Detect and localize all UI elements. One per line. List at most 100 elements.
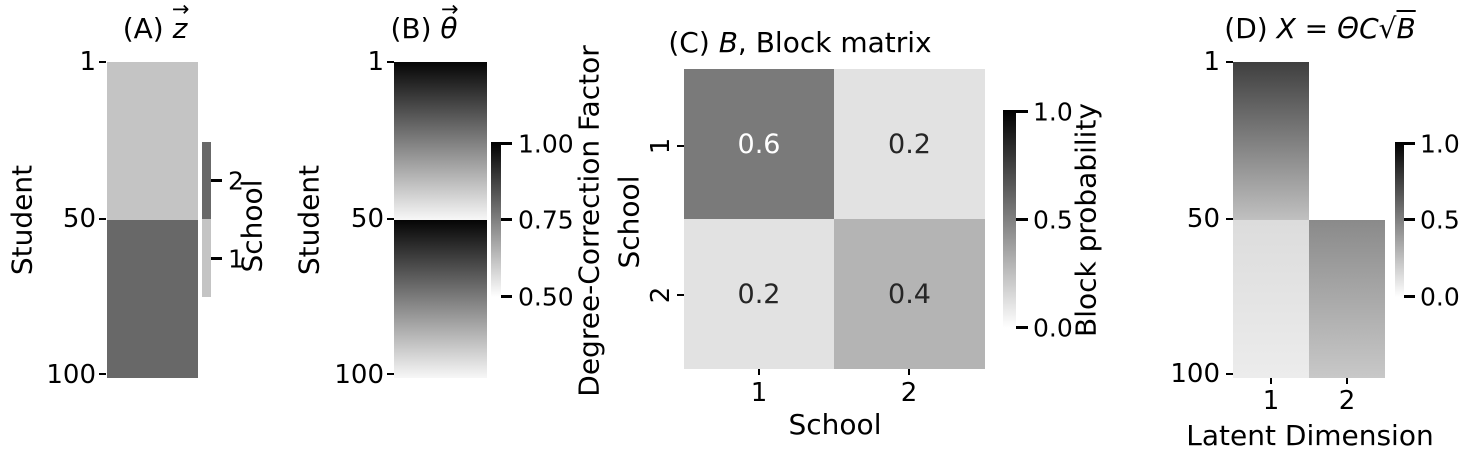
colorbar-tick-label: 0.0 (1420, 282, 1460, 312)
tick-mark (99, 61, 106, 63)
y-tick-label: 2 (646, 286, 676, 304)
heatmap-segment-school-1 (107, 62, 198, 220)
colorbar-tick-label: 0.0 (1033, 313, 1073, 343)
panel-a-heatmap (107, 62, 198, 378)
colorbar-tick-label: 0.5 (1420, 205, 1460, 235)
panel-c-colorbar (1003, 110, 1016, 328)
panel-b-title: (B) θ → (390, 0, 458, 45)
colorbar-tick-label: 1.0 (1420, 129, 1460, 159)
radical-sign: √ (1378, 12, 1397, 45)
panel-c-xlabel: School (788, 408, 882, 441)
panel-a-title-prefix: (A) (122, 12, 173, 45)
panel-a-colorbar-label: School (235, 179, 269, 273)
heatmap-region-dim2-school2 (1309, 220, 1385, 378)
tick-mark (1404, 295, 1415, 298)
heatmap-region-dim1-school1 (1233, 62, 1309, 220)
panel-d-title: (D) X = ΘC√B (1224, 12, 1415, 45)
tick-mark (1404, 218, 1415, 221)
panel-a-title: (A) z → (122, 0, 190, 45)
panel-c-title: (C) B, Block matrix (668, 26, 931, 59)
tick-mark (1226, 61, 1233, 63)
panel-b-heatmap (394, 62, 487, 378)
panel-d-xlabel: Latent Dimension (1186, 419, 1434, 452)
panel-d-title-radicand: B (1396, 12, 1416, 45)
tick-mark (1226, 218, 1233, 220)
heatmap-gradient-block-2 (394, 220, 487, 378)
x-tick-label: 1 (750, 378, 768, 408)
colorbar-tick-label: 1.0 (1033, 97, 1073, 127)
colorbar-tick-label: 1 (228, 244, 244, 274)
x-tick-label: 1 (1262, 386, 1280, 416)
panel-a-ylabel: Student (5, 164, 39, 276)
vector-symbol: θ → (440, 0, 458, 45)
heatmap-gradient-block-1 (394, 62, 487, 220)
heatmap-segment-school-2 (107, 220, 198, 378)
vector-arrow-icon: → (441, 0, 459, 21)
tick-mark (1016, 326, 1028, 329)
y-tick-label: 1 (79, 47, 96, 77)
tick-mark (501, 295, 512, 298)
colorbar-tick-label: 0.75 (518, 205, 574, 235)
y-tick-label: 100 (1170, 359, 1220, 389)
y-tick-label: 50 (350, 204, 384, 234)
panel-b-ylabel: Student (292, 164, 326, 276)
tick-mark (211, 179, 222, 182)
heatmap-region-dim2-school1 (1309, 62, 1385, 220)
panel-d-title-equation: X = ΘC (1276, 12, 1379, 45)
tick-mark (387, 373, 394, 375)
x-tick-label: 2 (1338, 386, 1356, 416)
heatmap-region-dim1-school2 (1233, 220, 1309, 378)
x-tick-label: 2 (900, 378, 918, 408)
panel-b-colorbar-label: Degree-Correction Factor (572, 45, 606, 397)
panel-b-title-symbol: θ (440, 12, 458, 45)
tick-mark (211, 257, 222, 260)
tick-mark (1016, 218, 1028, 221)
colorbar-tick-label: 2 (228, 166, 244, 196)
y-tick-label: 100 (46, 360, 96, 390)
panel-b-colorbar (491, 142, 501, 297)
tick-mark (1270, 378, 1272, 384)
colorbar-tick-label: 0.5 (1033, 205, 1073, 235)
tick-mark (908, 369, 910, 375)
tick-mark (1016, 110, 1028, 113)
panel-c-ylabel: School (612, 175, 646, 269)
panel-d-heatmap (1233, 62, 1385, 378)
tick-mark (1346, 378, 1348, 384)
colorbar-segment (202, 142, 211, 219)
heatmap-cell-2-1: 0.2 (684, 219, 834, 369)
vector-symbol: z → (172, 0, 190, 45)
tick-mark (387, 218, 394, 220)
panel-d-colorbar (1395, 142, 1404, 297)
tick-mark (1404, 142, 1415, 145)
vector-arrow-icon: → (171, 0, 190, 21)
y-tick-label: 1 (646, 137, 676, 155)
panel-c-heatmap: 0.6 0.2 0.2 0.4 (684, 69, 985, 369)
panel-c-title-rest: , Block matrix (737, 26, 932, 59)
panel-a-title-symbol: z (172, 12, 188, 45)
tick-mark (677, 294, 684, 296)
tick-mark (99, 373, 106, 375)
y-tick-label: 100 (334, 360, 384, 390)
tick-mark (1226, 373, 1233, 375)
panel-c-title-var: B (718, 26, 738, 59)
tick-mark (677, 145, 684, 147)
heatmap-cell-1-2: 0.2 (834, 69, 985, 219)
colorbar-segment (202, 219, 211, 297)
y-tick-label: 50 (62, 204, 96, 234)
y-tick-label: 1 (1203, 47, 1220, 77)
tick-mark (501, 218, 512, 221)
heatmap-cell-1-1: 0.6 (684, 69, 834, 219)
panel-b-title-prefix: (B) (390, 12, 441, 45)
panel-c-colorbar-label: Block probability (1069, 102, 1103, 338)
colorbar-tick-label: 1.00 (518, 129, 574, 159)
tick-mark (501, 142, 512, 145)
y-tick-label: 1 (367, 47, 384, 77)
tick-mark (758, 369, 760, 375)
tick-mark (99, 218, 106, 220)
y-tick-label: 50 (1186, 204, 1220, 234)
panel-d-title-prefix: (D) (1224, 12, 1277, 45)
tick-mark (387, 61, 394, 63)
colorbar-tick-label: 0.50 (518, 282, 574, 312)
panel-c-title-prefix: (C) (668, 26, 719, 59)
